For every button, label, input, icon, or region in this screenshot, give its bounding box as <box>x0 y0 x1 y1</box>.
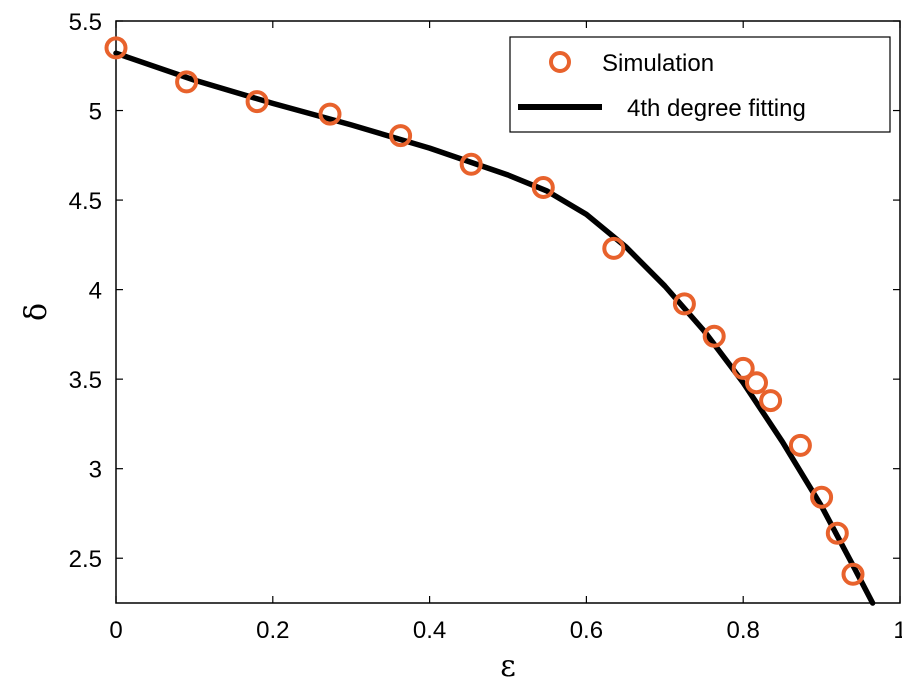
simulation-point <box>175 70 199 94</box>
series-layer <box>104 36 876 606</box>
legend: Simulation 4th degree fitting <box>509 36 891 133</box>
simulation-point <box>810 485 834 509</box>
legend-label-fitting: 4th degree fitting <box>627 95 806 122</box>
simulation-point <box>318 102 342 126</box>
simulation-point <box>759 389 783 413</box>
y-tick-label: 4 <box>89 278 102 305</box>
x-tick-label: 0.2 <box>256 617 289 644</box>
y-tick-label: 5.5 <box>69 9 102 36</box>
x-tick-label: 0 <box>109 617 122 644</box>
simulation-point <box>245 90 269 114</box>
x-axis-title: ε <box>500 649 516 684</box>
simulation-point <box>672 292 696 316</box>
simulation-point <box>731 356 755 380</box>
y-tick-label: 5 <box>89 99 102 126</box>
simulation-point <box>702 324 726 348</box>
x-tick-label: 0.6 <box>570 617 603 644</box>
simulation-point <box>841 562 865 586</box>
simulation-point <box>389 124 413 148</box>
y-tick-label: 4.5 <box>69 188 102 215</box>
x-tick-label: 1 <box>893 617 902 644</box>
x-tick-label: 0.4 <box>413 617 446 644</box>
simulation-point <box>788 433 812 457</box>
fit-line <box>113 50 876 606</box>
legend-marker-simulation <box>549 51 571 73</box>
y-axis: 2.5 3 3.5 4 4.5 5 5.5 <box>69 9 900 573</box>
x-tick-label: 0.8 <box>727 617 760 644</box>
y-tick-label: 2.5 <box>69 546 102 573</box>
simulation-point <box>459 152 483 176</box>
simulation-point <box>825 521 849 545</box>
simulation-point <box>745 371 768 395</box>
simulation-point <box>602 236 626 260</box>
y-axis-title: δ <box>19 303 54 321</box>
legend-box <box>509 36 891 133</box>
y-tick-label: 3.5 <box>69 367 102 394</box>
legend-label-simulation: Simulation <box>602 50 714 77</box>
simulation-point <box>531 176 555 199</box>
x-axis: 0 0.2 0.4 0.6 0.8 1 <box>109 21 902 644</box>
y-tick-label: 3 <box>89 457 102 484</box>
simulation-point <box>104 36 128 60</box>
